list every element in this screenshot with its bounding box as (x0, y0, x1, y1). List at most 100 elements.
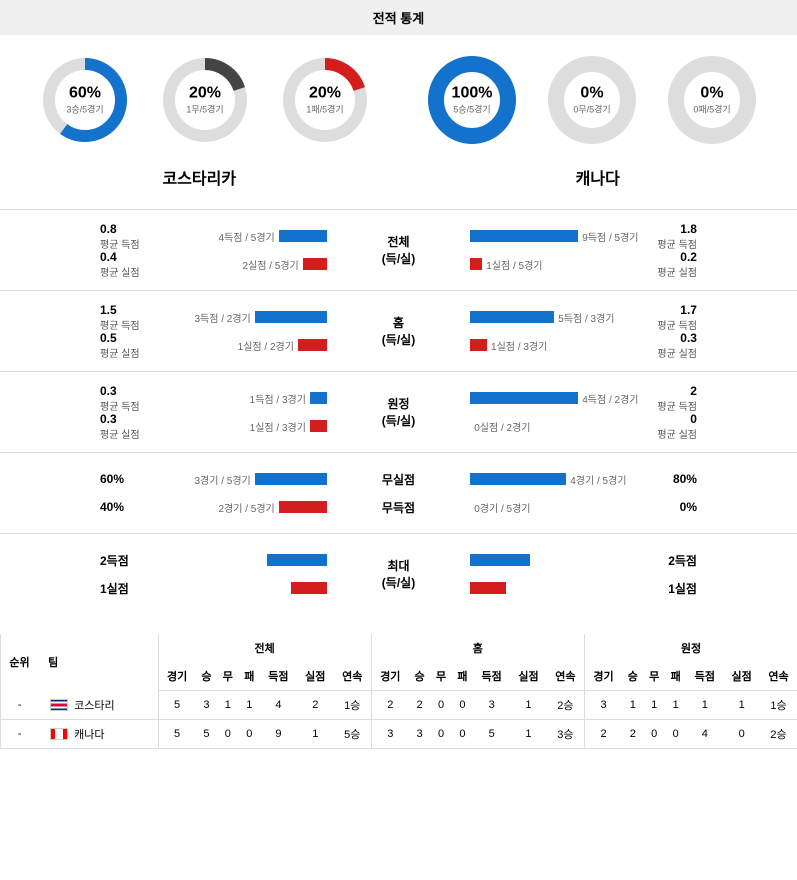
stat-row: 40% 2경기 / 5경기 (0, 493, 335, 521)
standings-table: 순위팀전체홈원정경기승무패득점실점연속경기승무패득점실점연속경기승무패득점실점연… (0, 634, 797, 749)
team-name-left: 코스타리카 (0, 165, 399, 189)
stat-row: 1실점 / 5경기 0.2평균 실점 (462, 250, 797, 278)
stat-bar (310, 392, 327, 404)
bar-label: 3득점 / 2경기 (194, 310, 250, 325)
donut-sub: 1패/5경기 (306, 103, 343, 116)
standings-table-wrap: 순위팀전체홈원정경기승무패득점실점연속경기승무패득점실점연속경기승무패득점실점연… (0, 634, 797, 749)
donut-pct: 20% (186, 85, 223, 103)
stat-label: 1실점 (607, 580, 697, 597)
donut-sub: 0패/5경기 (693, 103, 730, 116)
donut-row: 60%3승/5경기20%1무/5경기20%1패/5경기 100%5승/5경기0%… (0, 35, 797, 155)
stat-bar (470, 392, 578, 404)
donut-group-right: 100%5승/5경기0%0무/5경기0%0패/5경기 (427, 55, 757, 145)
bar-label: 1득점 / 3경기 (250, 391, 306, 406)
bar-label: 9득점 / 5경기 (582, 229, 638, 244)
donut-sub: 0무/5경기 (573, 103, 610, 116)
stat-row: 0.8평균 득점 4득점 / 5경기 (0, 222, 335, 250)
stat-bar (298, 339, 327, 351)
stat-row: 2득점 (0, 546, 335, 574)
bar-label: 0실점 / 2경기 (474, 419, 530, 434)
bar-label: 2실점 / 5경기 (242, 257, 298, 272)
stat-label: 0.5평균 실점 (100, 331, 190, 360)
team-name-right: 캐나다 (399, 165, 797, 189)
stat-bar (291, 582, 327, 594)
bar-label: 4득점 / 5경기 (218, 229, 274, 244)
donut-chart: 100%5승/5경기 (427, 55, 517, 145)
stat-bar (470, 554, 530, 566)
stat-label: 1.5평균 득점 (100, 303, 190, 332)
bar-label: 3경기 / 5경기 (194, 472, 250, 487)
stat-bar (470, 311, 554, 323)
stat-row: 2득점 (462, 546, 797, 574)
stat-bar (267, 554, 327, 566)
stat-label: 1실점 (100, 580, 190, 597)
table-row: -코스타리5311421승2200312승3111111승 (1, 691, 797, 720)
stat-row: 1.5평균 득점 3득점 / 2경기 (0, 303, 335, 331)
stat-center-label: 전체(득/실) (335, 222, 463, 278)
stat-label: 0.8평균 득점 (100, 222, 190, 251)
flag-icon (50, 728, 68, 740)
stat-label: 0% (607, 500, 697, 514)
bar-label: 4경기 / 5경기 (570, 472, 626, 487)
table-row: -캐나다5500915승3300513승2200402승 (1, 720, 797, 749)
stat-bar (470, 473, 566, 485)
stat-label: 0.3평균 득점 (100, 384, 190, 413)
stat-center-label: 최대(득/실) (335, 546, 463, 602)
donut-chart: 0%0무/5경기 (547, 55, 637, 145)
stat-bar (255, 473, 327, 485)
stat-label: 0.4평균 실점 (100, 250, 190, 279)
stat-label: 80% (627, 472, 697, 486)
stat-bar (470, 582, 506, 594)
stat-section: 0.8평균 득점 4득점 / 5경기 0.4평균 실점 2실점 / 5경기 전체(득/실… (0, 209, 797, 290)
stat-label: 40% (100, 500, 190, 514)
stat-bar (470, 258, 482, 270)
stat-label: 1.7평균 득점 (615, 303, 697, 332)
stat-row: 5득점 / 3경기1.7평균 득점 (462, 303, 797, 331)
stat-bar (303, 258, 327, 270)
stat-row: 1실점 / 3경기0.3평균 실점 (462, 331, 797, 359)
stat-label: 0평균 실점 (607, 412, 697, 441)
stat-section: 2득점1실점최대(득/실)2득점1실점 (0, 533, 797, 614)
stat-row: 0.4평균 실점 2실점 / 5경기 (0, 250, 335, 278)
team-names-row: 코스타리카 캐나다 (0, 155, 797, 209)
donut-sub: 1무/5경기 (186, 103, 223, 116)
stat-label: 60% (100, 472, 190, 486)
team-cell: 캐나다 (40, 726, 155, 742)
stat-row: 4득점 / 2경기2평균 득점 (462, 384, 797, 412)
stat-row: 1실점 (0, 574, 335, 602)
stat-bar (279, 501, 327, 513)
bar-label: 1실점 / 5경기 (486, 257, 542, 272)
donut-chart: 20%1패/5경기 (280, 55, 370, 145)
donut-sub: 5승/5경기 (452, 103, 493, 116)
bar-label: 2경기 / 5경기 (218, 500, 274, 515)
stat-bar (470, 339, 487, 351)
donut-sub: 3승/5경기 (66, 103, 103, 116)
stat-label: 0.3평균 실점 (607, 331, 697, 360)
bar-label: 5득점 / 3경기 (558, 310, 614, 325)
donut-chart: 20%1무/5경기 (160, 55, 250, 145)
stat-label: 0.3평균 실점 (100, 412, 190, 441)
stat-center-label: 무실점무득점 (335, 465, 463, 521)
team-cell: 코스타리 (40, 697, 155, 713)
stat-center-label: 원정(득/실) (335, 384, 463, 440)
bar-label: 0경기 / 5경기 (474, 500, 530, 515)
bar-label: 4득점 / 2경기 (582, 391, 638, 406)
stat-bar (279, 230, 327, 242)
donut-pct: 20% (306, 85, 343, 103)
stat-bar (310, 420, 327, 432)
flag-icon (50, 699, 68, 711)
stat-label: 2평균 득점 (639, 384, 697, 413)
stat-bar (255, 311, 327, 323)
stat-label: 0.2평균 실점 (607, 250, 697, 279)
stat-row: 0.3평균 득점 1득점 / 3경기 (0, 384, 335, 412)
donut-chart: 60%3승/5경기 (40, 55, 130, 145)
donut-pct: 60% (66, 85, 103, 103)
stat-label: 2득점 (100, 552, 190, 569)
bar-label: 1실점 / 2경기 (238, 338, 294, 353)
stat-sections: 0.8평균 득점 4득점 / 5경기 0.4평균 실점 2실점 / 5경기 전체(득/실… (0, 209, 797, 614)
donut-group-left: 60%3승/5경기20%1무/5경기20%1패/5경기 (40, 55, 370, 145)
stat-row: 9득점 / 5경기1.8평균 득점 (462, 222, 797, 250)
stat-section: 0.3평균 득점 1득점 / 3경기 0.3평균 실점1실점 / 3경기원정(득/실… (0, 371, 797, 452)
stat-section: 1.5평균 득점3득점 / 2경기0.5평균 실점1실점 / 2경기홈(득/실)… (0, 290, 797, 371)
stat-row: 0.3평균 실점1실점 / 3경기 (0, 412, 335, 440)
